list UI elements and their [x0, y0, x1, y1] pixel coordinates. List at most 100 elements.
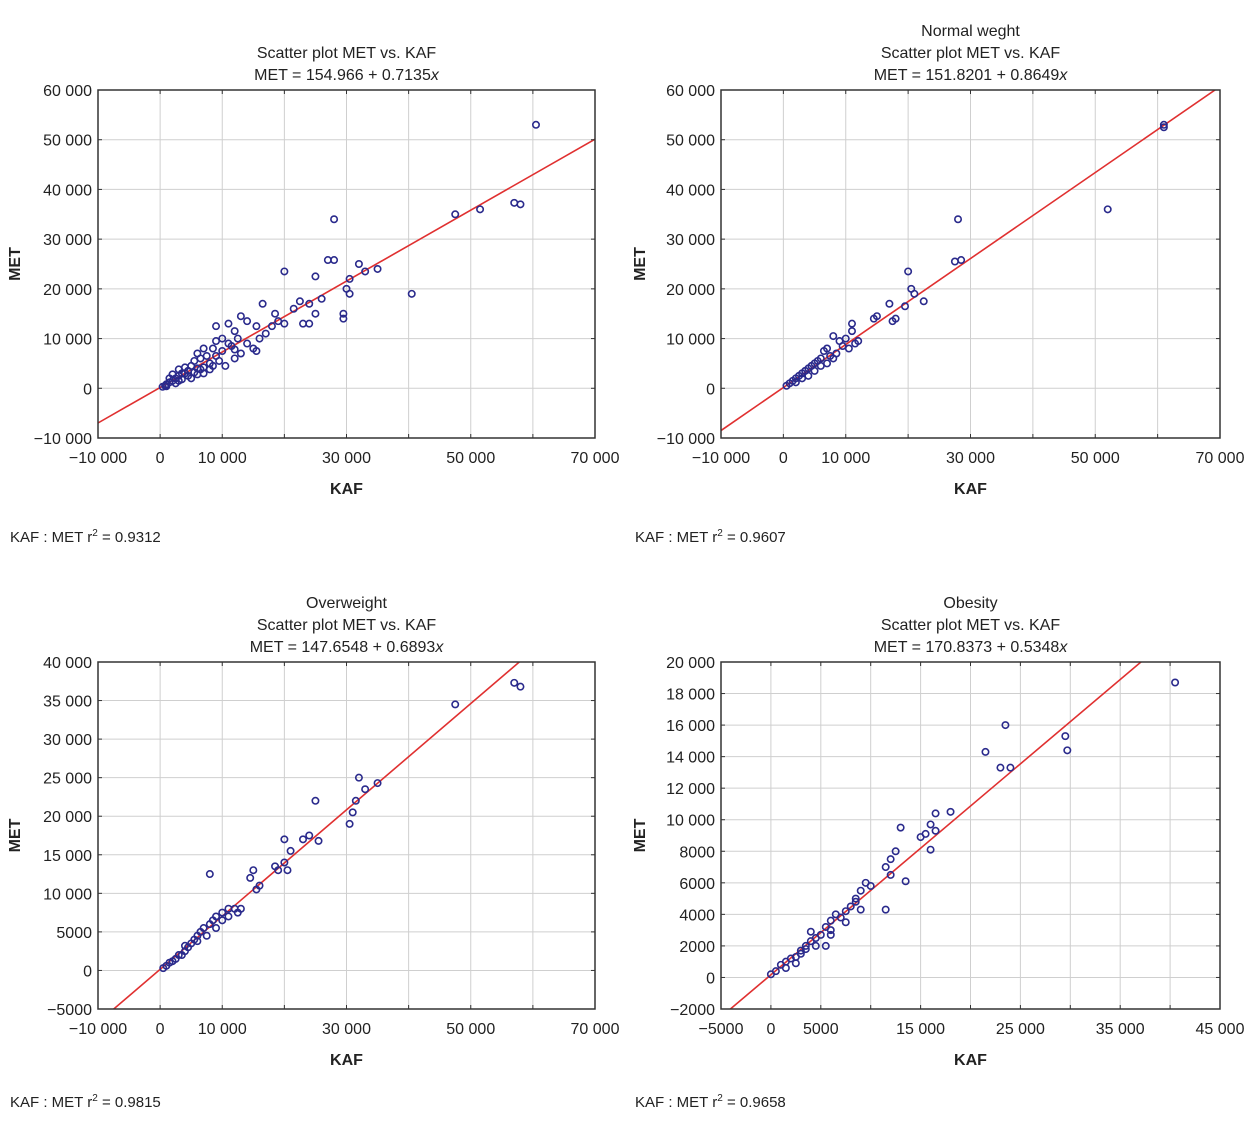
data-point	[1159, 120, 1168, 129]
y-tick-label: 40 000	[43, 182, 92, 199]
y-tick-label: 50 000	[43, 133, 92, 150]
data-point	[847, 327, 856, 336]
chart-panel-normal-weight: Normal weght Scatter plot MET vs. KAF MET …	[625, 0, 1245, 550]
chart-title-line: Scatter plot MET vs. KAF	[257, 45, 437, 62]
data-point	[1061, 732, 1070, 741]
data-point	[361, 785, 370, 794]
data-point	[791, 378, 800, 387]
y-tick-label: 0	[83, 381, 92, 398]
y-tick-label: 20 000	[43, 282, 92, 299]
data-point	[826, 916, 835, 925]
data-point	[351, 796, 360, 805]
data-point	[831, 910, 840, 919]
y-tick-label: 30 000	[43, 232, 92, 249]
data-point	[829, 332, 838, 341]
y-tick-label: 20 000	[43, 809, 92, 826]
data-point	[926, 820, 935, 829]
x-tick-label: 70 000	[571, 450, 620, 467]
data-point	[931, 809, 940, 818]
data-point	[829, 354, 838, 363]
scatter-chart-normal-weight: Normal weght Scatter plot MET vs. KAF MET …	[632, 23, 1245, 498]
data-point	[311, 272, 320, 281]
y-tick-label: 60 000	[666, 83, 715, 100]
data-point	[361, 267, 370, 276]
data-point	[289, 304, 298, 313]
y-tick-label: 25 000	[43, 771, 92, 788]
data-point	[916, 833, 925, 842]
data-point	[531, 120, 540, 129]
y-tick-label: 30 000	[43, 732, 92, 749]
data-point	[516, 200, 525, 209]
x-tick-label: −5000	[699, 1021, 744, 1038]
data-point	[243, 317, 252, 326]
y-tick-label: 50 000	[666, 133, 715, 150]
data-point	[851, 897, 860, 906]
data-point	[246, 873, 255, 882]
x-tick-label: 0	[156, 1021, 165, 1038]
data-point	[821, 941, 830, 950]
data-point	[280, 267, 289, 276]
data-point	[866, 881, 875, 890]
data-point	[804, 371, 813, 380]
chart-title-line: Obesity	[943, 595, 997, 612]
y-tick-label: 18 000	[666, 687, 715, 704]
chart-title-line: MET = 170.8373 + 0.5348x	[874, 639, 1069, 656]
data-point	[781, 963, 790, 972]
scatter-chart-obesity: Obesity Scatter plot MET vs. KAF MET = 170…	[632, 595, 1245, 1069]
data-point	[314, 836, 323, 845]
data-point	[826, 926, 835, 935]
x-tick-label: −10 000	[692, 450, 750, 467]
chart-title-line: Overweight	[306, 595, 387, 612]
x-tick-label: 15 000	[896, 1021, 945, 1038]
x-tick-label: 25 000	[996, 1021, 1045, 1038]
data-point	[881, 863, 890, 872]
data-point	[317, 294, 326, 303]
data-point	[180, 941, 189, 950]
data-point	[243, 339, 252, 348]
data-point	[208, 344, 217, 353]
data-point	[199, 344, 208, 353]
data-point	[208, 361, 217, 370]
chart-panel-all: Scatter plot MET vs. KAF MET = 154.966 + …	[0, 0, 620, 550]
x-tick-label: −10 000	[69, 450, 127, 467]
data-point	[516, 682, 525, 691]
data-point	[271, 309, 280, 318]
data-point	[847, 319, 856, 328]
data-point	[810, 366, 819, 375]
y-tick-label: 8000	[679, 844, 715, 861]
data-point	[330, 215, 339, 224]
y-tick-label: 0	[706, 381, 715, 398]
chart-title-line: Scatter plot MET vs. KAF	[881, 617, 1061, 634]
x-axis-label: KAF	[954, 481, 987, 498]
x-tick-label: 50 000	[446, 1021, 495, 1038]
data-point	[451, 700, 460, 709]
data-point	[162, 382, 171, 391]
y-tick-label: −5000	[47, 1002, 92, 1019]
chart-title-line: Scatter plot MET vs. KAF	[881, 45, 1061, 62]
data-point	[796, 946, 805, 955]
data-point	[274, 866, 283, 875]
data-point	[886, 855, 895, 864]
y-tick-label: 10 000	[43, 886, 92, 903]
data-point	[295, 297, 304, 306]
x-axis-label: KAF	[330, 481, 363, 498]
data-point	[910, 289, 919, 298]
data-point	[954, 215, 963, 224]
x-tick-label: 70 000	[1196, 450, 1245, 467]
data-point	[373, 779, 382, 788]
x-axis-label: KAF	[954, 1052, 987, 1069]
data-point	[373, 264, 382, 273]
x-tick-label: 0	[779, 450, 788, 467]
data-point	[919, 297, 928, 306]
data-point	[801, 945, 810, 954]
data-point	[249, 866, 258, 875]
r-squared-label-all: KAF : MET r2 = 0.9312	[10, 528, 161, 546]
data-point	[881, 905, 890, 914]
data-point	[510, 678, 519, 687]
data-point	[165, 374, 174, 383]
x-tick-label: 70 000	[571, 1021, 620, 1038]
y-tick-label: 16 000	[666, 718, 715, 735]
data-point	[856, 886, 865, 895]
y-tick-label: 12 000	[666, 781, 715, 798]
x-tick-label: 5000	[803, 1021, 839, 1038]
